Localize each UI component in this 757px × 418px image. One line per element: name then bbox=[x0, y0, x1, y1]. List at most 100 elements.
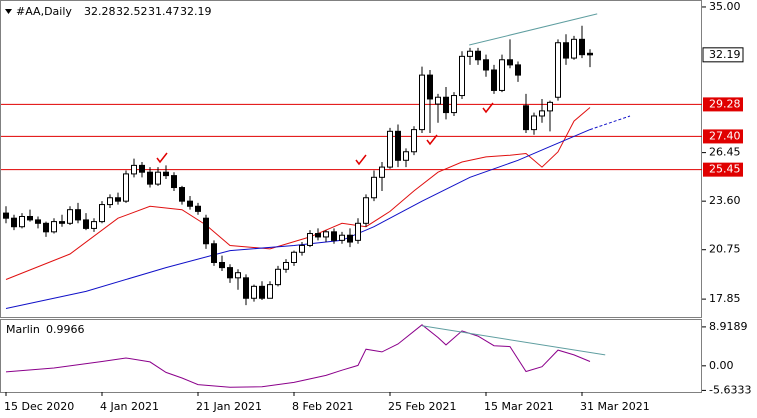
y-tick-label: 26.45 bbox=[709, 146, 741, 159]
candle-body bbox=[43, 222, 49, 233]
candle-body bbox=[283, 261, 289, 270]
y-tick-label: 23.60 bbox=[709, 194, 741, 207]
candle-body bbox=[563, 42, 569, 59]
indicator-panel bbox=[5, 324, 606, 388]
main-panel-frame bbox=[0, 0, 702, 318]
check-marks bbox=[156, 102, 494, 166]
level-label-box bbox=[703, 162, 743, 177]
x-tick-label: 31 Mar 2021 bbox=[580, 400, 650, 413]
header-low: 31.47 bbox=[148, 5, 180, 18]
level-label-box bbox=[703, 97, 743, 112]
candle-body bbox=[363, 197, 369, 224]
candle-body bbox=[339, 234, 345, 241]
indicator-line bbox=[5, 324, 591, 388]
candle-body bbox=[395, 130, 401, 161]
candle-body bbox=[451, 95, 457, 114]
candle-body bbox=[555, 42, 561, 98]
candle-body bbox=[315, 233, 321, 238]
candle-body bbox=[459, 55, 465, 97]
candle-body bbox=[355, 222, 361, 241]
x-tick-label: 21 Jan 2021 bbox=[196, 400, 262, 413]
indicator-panel-frame bbox=[0, 319, 702, 393]
candle-body bbox=[579, 38, 585, 56]
candle-body bbox=[27, 215, 33, 221]
candle-body bbox=[267, 284, 273, 299]
candle-body bbox=[51, 221, 57, 233]
candle-body bbox=[99, 204, 105, 223]
candle-body bbox=[67, 209, 73, 224]
candle-body bbox=[371, 176, 377, 199]
check-mark bbox=[426, 134, 438, 146]
candle-body bbox=[531, 115, 537, 131]
candle-body bbox=[507, 59, 513, 66]
candle-body bbox=[227, 267, 233, 279]
moving-average bbox=[5, 107, 591, 280]
candle-body bbox=[483, 59, 489, 71]
candle-body bbox=[259, 285, 265, 299]
symbol: #AA,Daily bbox=[16, 5, 72, 18]
candle-body bbox=[123, 173, 129, 202]
level-label: 29.28 bbox=[709, 97, 741, 110]
main-panel bbox=[1, 13, 702, 309]
indicator-y-tick-label: 0.00 bbox=[709, 359, 734, 372]
candle-body bbox=[91, 221, 97, 229]
indicator-value: 0.9966 bbox=[46, 323, 85, 336]
candle-body bbox=[323, 231, 329, 238]
candle-body bbox=[179, 187, 185, 202]
candle-body bbox=[131, 164, 137, 175]
x-tick-label: 15 Dec 2020 bbox=[4, 400, 74, 413]
candle-body bbox=[299, 244, 305, 253]
header-high: 32.52 bbox=[116, 5, 148, 18]
indicator-trend-line bbox=[421, 325, 606, 356]
candle-body bbox=[347, 234, 353, 243]
candle-body bbox=[387, 130, 393, 168]
candle-body bbox=[379, 166, 385, 178]
header-open: 32.28 bbox=[84, 5, 116, 18]
check-mark bbox=[156, 152, 168, 164]
indicator-y-tick-label: -5.6333 bbox=[709, 383, 751, 396]
menu-triangle bbox=[5, 9, 12, 14]
candle-body bbox=[19, 215, 25, 228]
level-label: 25.45 bbox=[709, 163, 741, 176]
candle-body bbox=[115, 197, 121, 202]
candle-body bbox=[147, 171, 153, 185]
level-label-box bbox=[703, 129, 743, 144]
indicator-name: Marlin bbox=[6, 323, 40, 336]
candle-body bbox=[139, 164, 145, 173]
candle-body bbox=[515, 64, 521, 76]
candle-body bbox=[59, 221, 65, 224]
x-tick-label: 8 Feb 2021 bbox=[292, 400, 353, 413]
candle-body bbox=[75, 209, 81, 221]
candle-body bbox=[3, 212, 9, 219]
candle-body bbox=[11, 217, 17, 228]
check-mark bbox=[482, 102, 494, 114]
candle-body bbox=[523, 105, 529, 131]
candle-body bbox=[291, 251, 297, 263]
candle-body bbox=[211, 243, 217, 263]
candle-body bbox=[275, 268, 281, 286]
candle-body bbox=[235, 272, 241, 279]
y-tick-label: 35.00 bbox=[709, 0, 741, 13]
candle-body bbox=[443, 96, 449, 114]
candle-body bbox=[163, 171, 169, 177]
candle-body bbox=[331, 231, 337, 241]
trend-line bbox=[469, 13, 598, 46]
candle-body bbox=[539, 110, 545, 117]
candle-body bbox=[411, 129, 417, 153]
y-tick-label: 20.75 bbox=[709, 243, 741, 256]
candle-body bbox=[203, 217, 209, 245]
candle-body bbox=[435, 96, 441, 105]
x-tick-label: 25 Feb 2021 bbox=[388, 400, 456, 413]
level-label: 27.40 bbox=[709, 129, 741, 142]
candle-body bbox=[251, 285, 257, 299]
x-tick-label: 15 Mar 2021 bbox=[484, 400, 554, 413]
candle-body bbox=[195, 205, 201, 212]
candle-body bbox=[587, 52, 593, 56]
current-price-box bbox=[702, 47, 744, 63]
header-close: 32.19 bbox=[180, 5, 212, 18]
candle-body bbox=[155, 171, 161, 185]
candle-body bbox=[467, 50, 473, 57]
indicator-y-tick-label: 8.9189 bbox=[709, 320, 748, 333]
y-tick-label: 17.85 bbox=[709, 292, 741, 305]
candle-body bbox=[491, 69, 497, 91]
